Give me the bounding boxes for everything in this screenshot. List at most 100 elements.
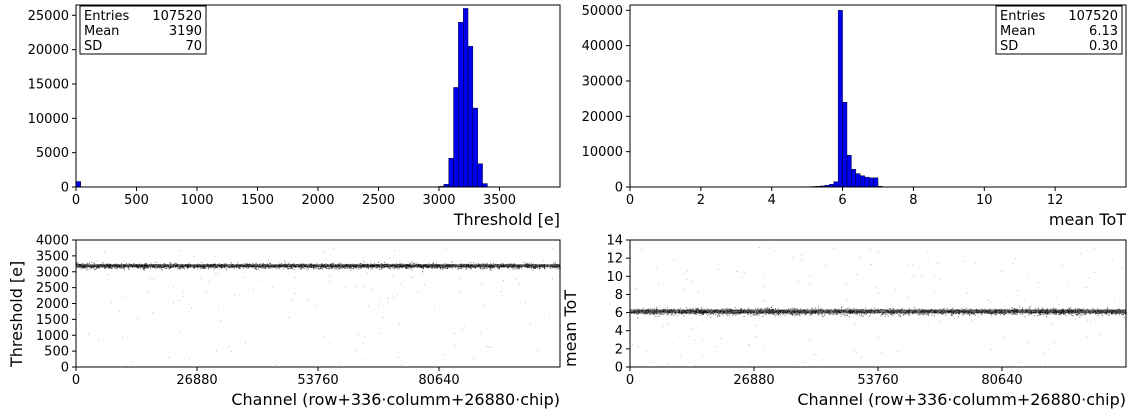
scatter-point [247, 267, 249, 269]
scatter-point [206, 263, 208, 265]
scatter-point [1062, 308, 1064, 310]
scatter-point [767, 247, 769, 249]
scatter-point [1118, 314, 1120, 316]
scatter-point [232, 267, 233, 268]
scatter-point [934, 292, 936, 294]
scatter-point [460, 263, 462, 265]
scatter-point [306, 267, 308, 268]
scatter-point [478, 263, 479, 265]
scatter-point [454, 333, 456, 335]
scatter-point [803, 308, 805, 310]
scatter-point [335, 267, 337, 269]
scatter-point [777, 313, 779, 315]
scatter-point [1021, 307, 1023, 309]
scatter-point [103, 262, 105, 264]
scatter-point [542, 267, 544, 268]
scatter-point [865, 313, 867, 315]
scatter-point [87, 268, 89, 270]
scatter-point [1037, 282, 1039, 284]
scatter-point [333, 247, 335, 249]
scatter-point [790, 313, 791, 315]
scatter-point [396, 294, 398, 296]
scatter-point [339, 364, 340, 366]
scatter-point [433, 306, 435, 308]
scatter-point [82, 267, 84, 268]
scatter-point [923, 312, 925, 314]
x-tick-label: 10 [976, 193, 993, 208]
scatter-point [455, 267, 457, 268]
scatter-point [143, 268, 145, 270]
scatter-point [161, 267, 163, 269]
scatter-point [491, 267, 493, 269]
scatter-point [247, 267, 249, 269]
scatter-point [123, 266, 124, 268]
scatter-point [475, 267, 477, 269]
scatter-point [178, 300, 180, 301]
scatter-point [1080, 314, 1082, 316]
scatter-point [303, 268, 305, 269]
scatter-point [394, 249, 396, 251]
scatter-point [972, 313, 974, 315]
scatter-point [149, 267, 151, 268]
x-axis-label: Threshold [e] [453, 210, 560, 229]
scatter-point [470, 262, 472, 264]
scatter-point [720, 338, 722, 339]
scatter-point [763, 313, 765, 315]
scatter-point [969, 315, 971, 316]
scatter-point [170, 263, 172, 265]
scatter-point [402, 267, 403, 269]
scatter-point [822, 315, 824, 317]
x-tick-label: 0 [72, 373, 80, 388]
scatter-point [655, 313, 657, 315]
scatter-point [933, 315, 935, 317]
scatter-point [1043, 313, 1045, 315]
scatter-point [773, 313, 775, 315]
scatter-point [953, 306, 955, 308]
scatter-point [747, 308, 749, 310]
scatter-point [882, 313, 884, 315]
scatter-point [315, 267, 316, 269]
x-tick-label: 3500 [483, 193, 516, 208]
scatter-point [223, 267, 225, 269]
scatter-point [664, 313, 666, 315]
scatter-point [93, 262, 95, 264]
scatter-point [286, 267, 288, 269]
scatter-point [656, 308, 657, 310]
scatter-point [726, 308, 728, 310]
scatter-point [836, 313, 838, 315]
scatter-point [116, 263, 117, 265]
scatter-point [1100, 271, 1102, 273]
scatter-point [686, 278, 687, 280]
scatter-point [891, 313, 893, 315]
scatter-point [764, 300, 766, 302]
scatter-point [358, 268, 360, 270]
scatter-point [528, 266, 530, 268]
scatter-point [732, 313, 734, 315]
scatter-point [1039, 314, 1041, 316]
scatter-point [890, 308, 891, 310]
scatter-point [717, 268, 719, 270]
scatter-point [479, 267, 481, 269]
scatter-point [172, 302, 174, 304]
scatter-point [809, 315, 811, 316]
histogram-bar [837, 10, 843, 188]
scatter-point [877, 336, 879, 338]
scatter-point [716, 345, 718, 347]
scatter-point [832, 314, 834, 316]
scatter-point [489, 266, 491, 268]
scatter-point [644, 313, 646, 315]
scatter-point [1099, 313, 1101, 314]
scatter-point [652, 313, 654, 315]
scatter-point [288, 262, 290, 264]
scatter-point [137, 267, 139, 269]
scatter-point [1006, 295, 1008, 297]
scatter-point [853, 350, 855, 352]
scatter-point [331, 267, 333, 269]
scatter-point [847, 314, 849, 316]
scatter-point [990, 313, 992, 315]
scatter-point [764, 276, 765, 278]
scatter-point [1107, 314, 1109, 316]
scatter-point [343, 297, 345, 299]
x-tick-label: 8 [909, 193, 917, 208]
scatter-point [461, 268, 463, 270]
